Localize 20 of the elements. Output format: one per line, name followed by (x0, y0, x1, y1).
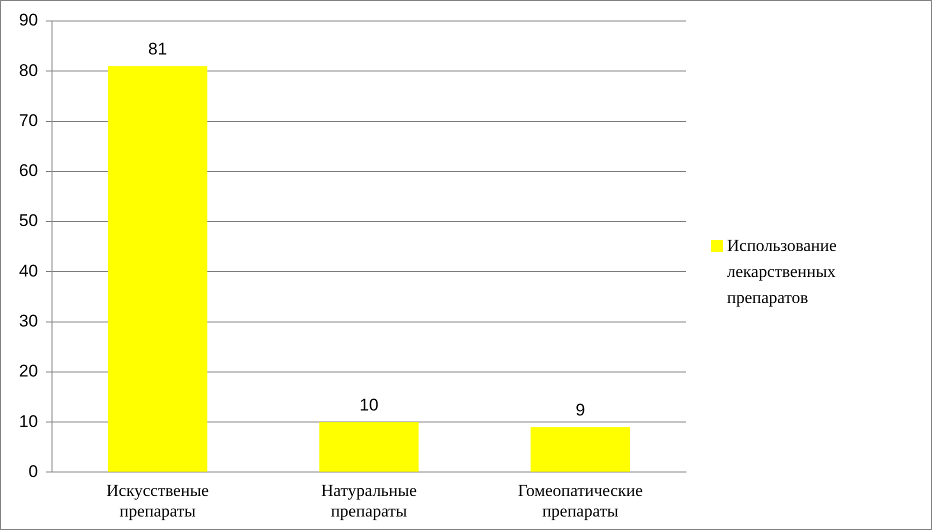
y-tick-label: 50 (18, 211, 38, 230)
y-tick-label: 90 (18, 10, 38, 30)
bar (530, 427, 630, 472)
bar (319, 422, 419, 472)
y-tick-label: 10 (18, 412, 38, 431)
bar (108, 66, 208, 472)
data-label: 9 (576, 400, 586, 420)
data-label: 10 (359, 395, 378, 414)
y-tick-label: 20 (18, 362, 38, 381)
data-label: 81 (148, 39, 168, 58)
y-tick-label: 40 (18, 261, 38, 280)
y-tick-label: 80 (18, 60, 38, 80)
y-tick-label: 30 (18, 311, 38, 330)
x-tick-label: Искусственые препараты (106, 480, 209, 520)
y-tick-label: 60 (18, 161, 38, 180)
x-tick-label: Натуральные препараты (321, 480, 417, 520)
y-tick-label: 0 (28, 462, 38, 481)
legend-label: Использование лекарственных препаратов (727, 235, 838, 309)
y-tick-label: 70 (18, 110, 38, 130)
x-tick-label: Гомеопатические препараты (518, 480, 643, 520)
